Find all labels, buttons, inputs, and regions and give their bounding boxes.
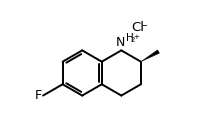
Text: H: H [126,33,133,43]
Polygon shape [141,50,160,62]
Text: –: – [141,20,147,30]
Text: N: N [116,36,125,49]
Text: F: F [35,89,42,102]
Text: Cl: Cl [131,21,144,34]
Text: 2: 2 [131,37,135,43]
Text: +: + [133,34,139,40]
